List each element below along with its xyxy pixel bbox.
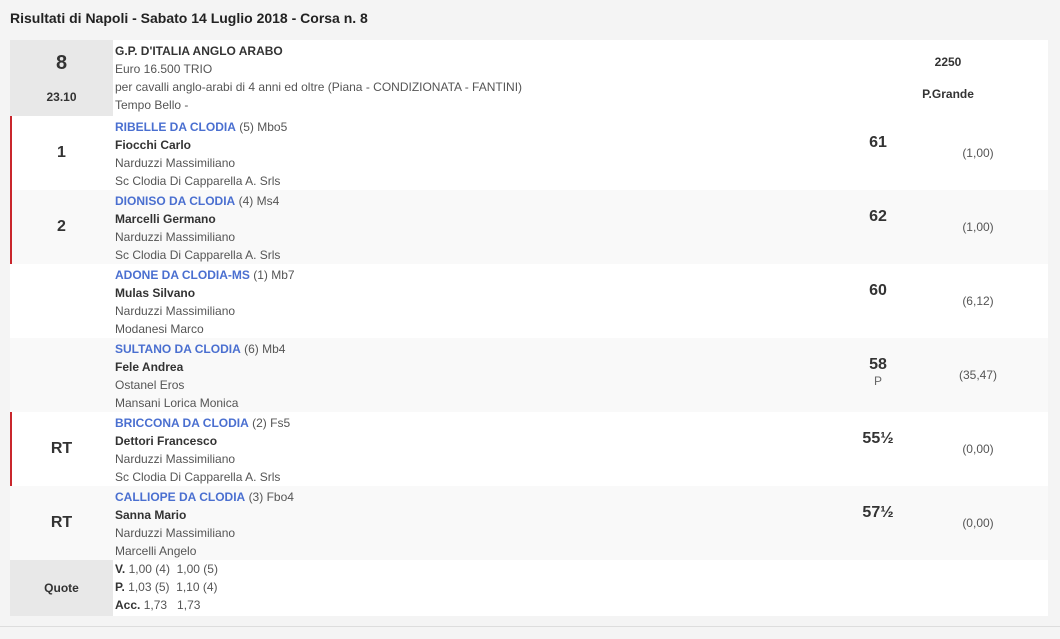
horse-details: (1) Mb7 xyxy=(253,268,295,282)
weight-cell: 61 xyxy=(848,116,908,190)
finish-position xyxy=(10,264,113,338)
jockey: Fiocchi Carlo xyxy=(115,138,192,152)
results-table: 8 23.10 G.P. D'ITALIA ANGLO ARABO Euro 1… xyxy=(10,40,1048,616)
odds: (35,47) xyxy=(958,368,998,382)
runner-info: BRICCONA DA CLODIA (2) Fs5 Dettori Franc… xyxy=(113,412,848,486)
weight-cell: 55½ xyxy=(848,412,908,486)
runner-info: CALLIOPE DA CLODIA (3) Fbo4 Sanna Mario … xyxy=(113,486,848,560)
finish-position: 2 xyxy=(57,218,66,235)
trainer: Narduzzi Massimiliano xyxy=(115,230,236,244)
owner: Sc Clodia Di Capparella A. Srls xyxy=(115,174,281,188)
race-prize: Euro 16.500 TRIO xyxy=(115,62,213,76)
finish-position: 1 xyxy=(57,144,66,161)
quote-label: Quote xyxy=(10,560,113,616)
race-number-cell: 8 23.10 xyxy=(10,40,113,116)
race-info: G.P. D'ITALIA ANGLO ARABO Euro 16.500 TR… xyxy=(113,40,848,116)
horse-link[interactable]: BRICCONA DA CLODIA xyxy=(115,416,249,430)
page-title: Risultati di Napoli - Sabato 14 Luglio 2… xyxy=(10,10,368,26)
owner: Mansani Lorica Monica xyxy=(115,396,239,410)
runner-row: ADONE DA CLODIA-MS (1) Mb7 Mulas Silvano… xyxy=(10,264,1048,338)
horse-link[interactable]: SULTANO DA CLODIA xyxy=(115,342,241,356)
quote-row: Quote V. 1,00 (4) 1,00 (5) P. 1,03 (5) 1… xyxy=(10,560,1048,616)
horse-details: (4) Ms4 xyxy=(238,194,280,208)
weight-cell: 60 xyxy=(848,264,908,338)
runner-info: SULTANO DA CLODIA (6) Mb4 Fele Andrea Os… xyxy=(113,338,848,412)
weight-cell: 57½ xyxy=(848,486,908,560)
weight: 62 xyxy=(869,208,887,225)
odds: (0,00) xyxy=(962,516,994,530)
runner-row: 1 RIBELLE DA CLODIA (5) Mbo5 Fiocchi Car… xyxy=(10,116,1048,190)
horse-details: (5) Mbo5 xyxy=(239,120,288,134)
trainer: Ostanel Eros xyxy=(115,378,185,392)
weight: 60 xyxy=(869,282,887,299)
runner-row: 2 DIONISO DA CLODIA (4) Ms4 Marcelli Ger… xyxy=(10,190,1048,264)
runner-info: RIBELLE DA CLODIA (5) Mbo5 Fiocchi Carlo… xyxy=(113,116,848,190)
runner-row: SULTANO DA CLODIA (6) Mb4 Fele Andrea Os… xyxy=(10,338,1048,412)
runner-row: RT CALLIOPE DA CLODIA (3) Fbo4 Sanna Mar… xyxy=(10,486,1048,560)
horse-details: (3) Fbo4 xyxy=(248,490,294,504)
race-meta: 2250 P.Grande xyxy=(848,40,1048,116)
runner-info: DIONISO DA CLODIA (4) Ms4 Marcelli Germa… xyxy=(113,190,848,264)
finish-position: RT xyxy=(50,514,73,531)
race-weather: Tempo Bello - xyxy=(115,98,189,112)
owner: Sc Clodia Di Capparella A. Srls xyxy=(115,248,281,262)
jockey: Marcelli Germano xyxy=(115,212,216,226)
race-conditions: per cavalli anglo-arabi di 4 anni ed olt… xyxy=(115,80,523,94)
race-time: 23.10 xyxy=(46,90,77,105)
weight: 61 xyxy=(869,134,887,151)
finish-position xyxy=(10,338,113,412)
weight: 57½ xyxy=(862,504,894,521)
weight-cell: 62 xyxy=(848,190,908,264)
weight-note: P xyxy=(873,374,882,388)
horse-link[interactable]: CALLIOPE DA CLODIA xyxy=(115,490,246,504)
jockey: Dettori Francesco xyxy=(115,434,218,448)
divider xyxy=(0,626,1060,627)
quote-line: P. 1,03 (5) 1,10 (4) xyxy=(115,580,218,594)
race-distance: 2250 xyxy=(934,55,962,69)
owner: Modanesi Marco xyxy=(115,322,204,336)
runner-row: RT BRICCONA DA CLODIA (2) Fs5 Dettori Fr… xyxy=(10,412,1048,486)
jockey: Sanna Mario xyxy=(115,508,187,522)
weight-cell: 58 P xyxy=(848,338,908,412)
horse-link[interactable]: RIBELLE DA CLODIA xyxy=(115,120,236,134)
owner: Marcelli Angelo xyxy=(115,544,197,558)
horse-details: (6) Mb4 xyxy=(244,342,286,356)
jockey: Mulas Silvano xyxy=(115,286,196,300)
race-header: 8 23.10 G.P. D'ITALIA ANGLO ARABO Euro 1… xyxy=(10,40,1048,116)
horse-details: (2) Fs5 xyxy=(252,416,291,430)
odds: (6,12) xyxy=(962,294,994,308)
weight: 55½ xyxy=(862,430,894,447)
trainer: Narduzzi Massimiliano xyxy=(115,156,236,170)
quote-line: Acc. 1,73 1,73 xyxy=(115,598,201,612)
runner-info: ADONE DA CLODIA-MS (1) Mb7 Mulas Silvano… xyxy=(113,264,848,338)
quote-values: V. 1,00 (4) 1,00 (5) P. 1,03 (5) 1,10 (4… xyxy=(113,560,1048,616)
weight: 58 xyxy=(869,356,887,373)
jockey: Fele Andrea xyxy=(115,360,184,374)
odds: (1,00) xyxy=(962,220,994,234)
trainer: Narduzzi Massimiliano xyxy=(115,526,236,540)
owner: Sc Clodia Di Capparella A. Srls xyxy=(115,470,281,484)
trainer: Narduzzi Massimiliano xyxy=(115,304,236,318)
race-name: G.P. D'ITALIA ANGLO ARABO xyxy=(115,44,283,58)
odds: (0,00) xyxy=(962,442,994,456)
race-track: P.Grande xyxy=(922,87,974,101)
horse-link[interactable]: DIONISO DA CLODIA xyxy=(115,194,236,208)
odds: (1,00) xyxy=(962,146,994,160)
trainer: Narduzzi Massimiliano xyxy=(115,452,236,466)
race-number: 8 xyxy=(55,51,68,74)
quote-line: V. 1,00 (4) 1,00 (5) xyxy=(115,562,218,576)
horse-link[interactable]: ADONE DA CLODIA-MS xyxy=(115,268,250,282)
finish-position: RT xyxy=(50,440,73,457)
